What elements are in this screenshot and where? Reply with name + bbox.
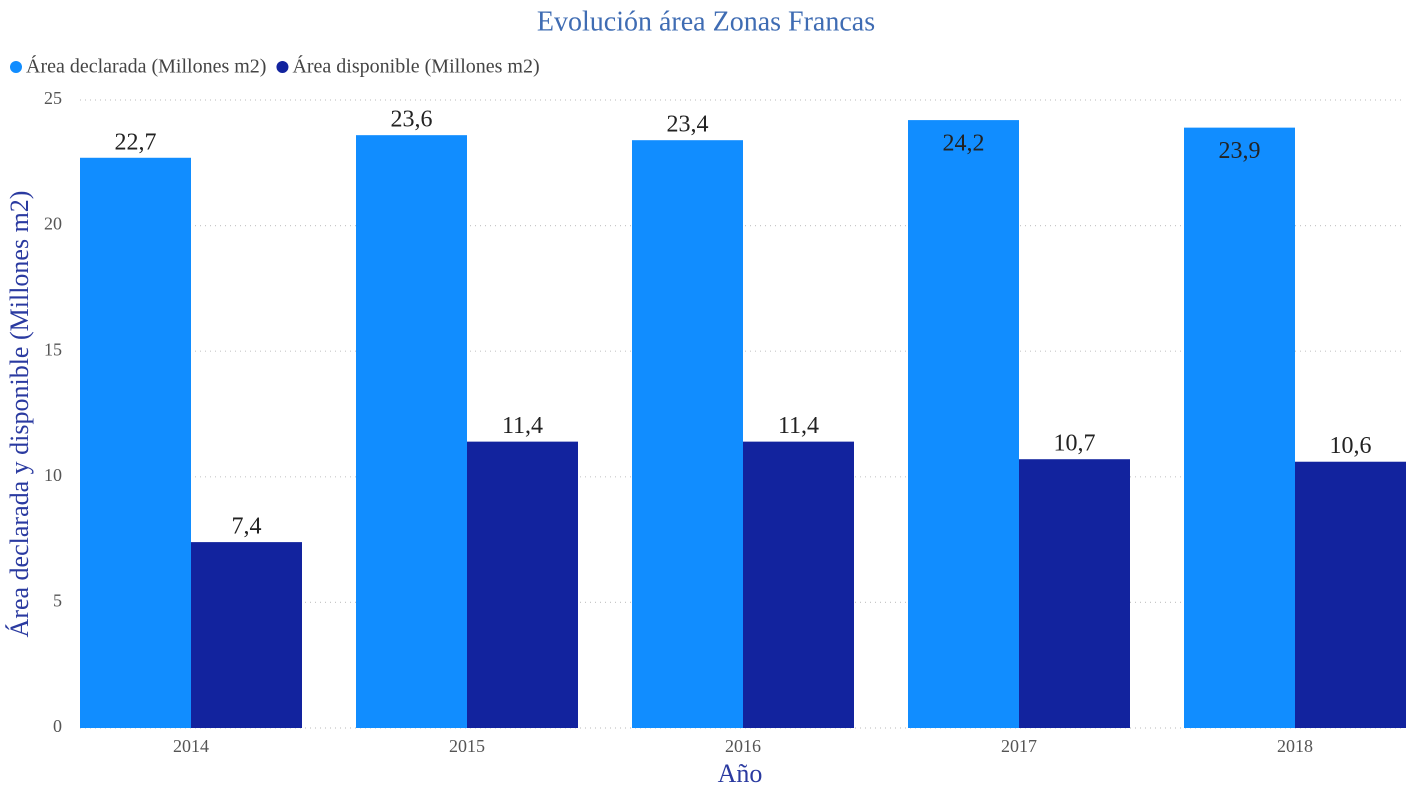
x-tick-label: 2015 bbox=[449, 736, 485, 756]
data-label: 10,7 bbox=[1054, 431, 1096, 457]
y-tick-label: 20 bbox=[44, 214, 62, 234]
bar bbox=[356, 135, 467, 729]
data-label: 11,4 bbox=[502, 413, 543, 439]
data-label: 23,6 bbox=[391, 107, 433, 133]
data-label: 23,4 bbox=[667, 112, 709, 138]
y-tick-label: 5 bbox=[53, 591, 62, 611]
legend-swatch bbox=[276, 61, 289, 73]
data-label: 7,4 bbox=[232, 514, 262, 540]
y-tick-label: 10 bbox=[44, 465, 62, 485]
data-label: 23,9 bbox=[1219, 138, 1261, 164]
x-tick-label: 2016 bbox=[725, 736, 761, 756]
x-axis-label: Año bbox=[718, 759, 763, 788]
bar bbox=[191, 542, 302, 728]
bar bbox=[467, 441, 578, 728]
bar bbox=[743, 441, 854, 728]
x-tick-label: 2017 bbox=[1001, 736, 1037, 756]
legend-label: Área declarada (Millones m2) bbox=[26, 55, 266, 78]
data-label: 10,6 bbox=[1330, 433, 1372, 459]
data-label: 24,2 bbox=[943, 131, 985, 157]
y-tick-label: 0 bbox=[53, 716, 62, 736]
data-label: 11,4 bbox=[778, 413, 819, 439]
bar bbox=[908, 120, 1019, 728]
x-tick-label: 2014 bbox=[173, 736, 209, 756]
data-label: 22,7 bbox=[115, 129, 157, 155]
legend-label: Área disponible (Millones m2) bbox=[292, 55, 539, 78]
bar bbox=[1019, 459, 1130, 728]
bar bbox=[80, 157, 191, 728]
bar bbox=[632, 140, 743, 728]
y-axis-label: Área declarada y disponible (Millones m2… bbox=[5, 191, 34, 638]
bar bbox=[1295, 461, 1406, 728]
x-tick-label: 2018 bbox=[1277, 736, 1313, 756]
bar bbox=[1184, 127, 1295, 728]
legend-swatch bbox=[10, 61, 22, 73]
y-tick-label: 25 bbox=[44, 88, 62, 108]
y-tick-label: 15 bbox=[44, 339, 62, 359]
chart-title: Evolución área Zonas Francas bbox=[537, 6, 875, 37]
